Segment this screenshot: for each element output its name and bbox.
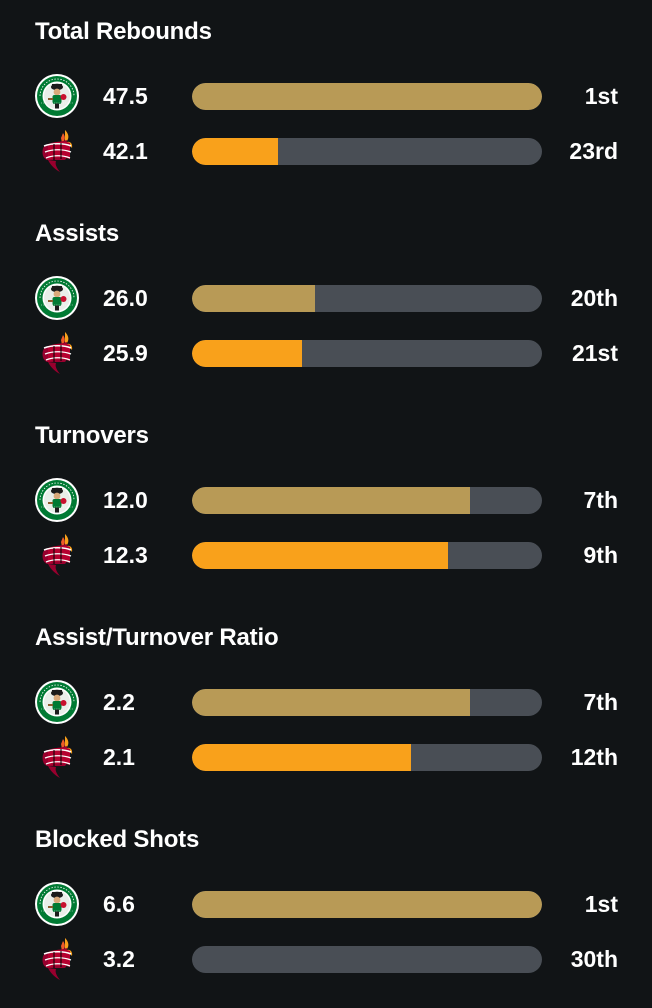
stat-value: 47.5 (103, 83, 148, 109)
stat-row-heat: 3.2 30th (0, 933, 652, 983)
stat-bar-fill (192, 542, 448, 569)
celtics-logo-icon (34, 881, 80, 927)
section-title: Assist/Turnover Ratio (35, 624, 279, 651)
stat-value: 26.0 (103, 285, 148, 311)
stat-bar-fill (192, 891, 542, 918)
stat-row-celtics: 6.6 1st (0, 878, 652, 928)
stat-bar-track (192, 744, 542, 771)
stat-value: 6.6 (103, 891, 135, 917)
stat-value: 3.2 (103, 946, 135, 972)
stat-rank: 7th (583, 487, 619, 513)
stat-rank: 20th (570, 285, 618, 311)
stat-section-total-rebounds: Total Rebounds 47.5 1st 42.1 23rd (0, 0, 652, 200)
stat-row-celtics: 12.0 7th (0, 474, 652, 524)
stat-rank: 12th (570, 744, 618, 770)
stat-row-heat: 12.3 9th (0, 529, 652, 579)
stat-value: 12.3 (103, 542, 148, 568)
stat-rank: 1st (584, 83, 618, 109)
heat-logo-icon (34, 734, 80, 780)
stat-section-assist-turnover-ratio: Assist/Turnover Ratio 2.2 7th 2.1 12th (0, 606, 652, 806)
stat-bar-track (192, 891, 542, 918)
heat-logo-icon (34, 330, 80, 376)
heat-logo-icon (34, 532, 80, 578)
section-title: Total Rebounds (35, 18, 212, 45)
stat-bar-fill (192, 340, 303, 367)
stat-section-turnovers: Turnovers 12.0 7th 12.3 9th (0, 404, 652, 604)
stat-rank: 1st (584, 891, 618, 917)
stat-value: 2.2 (103, 689, 135, 715)
stat-row-heat: 42.1 23rd (0, 125, 652, 175)
stat-bar-track (192, 487, 542, 514)
stat-bar-track (192, 340, 542, 367)
stat-section-assists: Assists 26.0 20th 25.9 21st (0, 202, 652, 402)
stat-bar-track (192, 83, 542, 110)
section-title: Blocked Shots (35, 826, 200, 853)
section-title: Turnovers (35, 422, 149, 449)
stat-rank: 21st (571, 340, 618, 366)
section-title: Assists (35, 220, 119, 247)
stat-value: 12.0 (103, 487, 148, 513)
stat-bar-track (192, 689, 542, 716)
stat-bar-fill (192, 138, 278, 165)
stat-bar-track (192, 946, 542, 973)
celtics-logo-icon (34, 477, 80, 523)
stat-rank: 30th (570, 946, 618, 972)
stat-rank: 9th (583, 542, 619, 568)
stat-rank: 23rd (569, 138, 618, 164)
heat-logo-icon (34, 936, 80, 982)
stat-bar-fill (192, 744, 411, 771)
stat-value: 2.1 (103, 744, 135, 770)
stat-section-blocked-shots: Blocked Shots 6.6 1st 3.2 30th (0, 808, 652, 1008)
stat-value: 42.1 (103, 138, 148, 164)
celtics-logo-icon (34, 73, 80, 119)
stat-row-heat: 2.1 12th (0, 731, 652, 781)
heat-logo-icon (34, 128, 80, 174)
stat-bar-track (192, 542, 542, 569)
stat-bar-fill (192, 487, 471, 514)
stat-row-celtics: 47.5 1st (0, 70, 652, 120)
stat-bar-track (192, 138, 542, 165)
stat-value: 25.9 (103, 340, 148, 366)
stat-bar-fill (192, 285, 315, 312)
celtics-logo-icon (34, 679, 80, 725)
stat-row-celtics: 2.2 7th (0, 676, 652, 726)
stat-row-celtics: 26.0 20th (0, 272, 652, 322)
stat-bar-fill (192, 83, 542, 110)
stat-bar-fill (192, 689, 471, 716)
stat-rank: 7th (583, 689, 619, 715)
stat-bar-track (192, 285, 542, 312)
stat-row-heat: 25.9 21st (0, 327, 652, 377)
celtics-logo-icon (34, 275, 80, 321)
